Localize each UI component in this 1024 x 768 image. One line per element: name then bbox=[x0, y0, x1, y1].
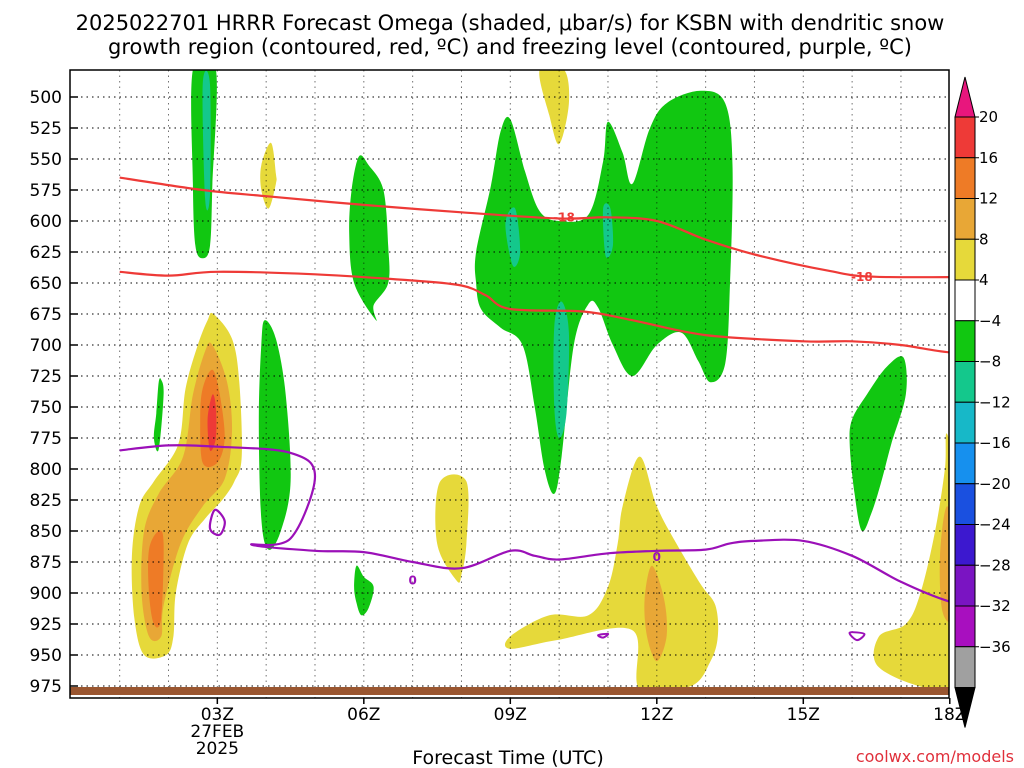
colorbar-label-1: 16 bbox=[979, 149, 998, 167]
colorbar-label-11: −28 bbox=[979, 556, 1011, 574]
omega-region-23 bbox=[207, 394, 217, 452]
freezing-level-line bbox=[119, 444, 949, 603]
colorbar-label-9: −20 bbox=[979, 475, 1011, 493]
colorbar-bin-1 bbox=[954, 116, 976, 159]
omega-region-4 bbox=[354, 565, 374, 616]
omega-region-3 bbox=[349, 155, 390, 321]
plot-frame bbox=[69, 69, 950, 699]
omega-shading bbox=[131, 70, 949, 694]
colorbar-bin-4 bbox=[954, 238, 976, 281]
x-tick-label-6: 06Z bbox=[347, 705, 380, 725]
credit-text[interactable]: coolwx.com/models bbox=[856, 747, 1014, 766]
colorbar-label-5: −4 bbox=[979, 312, 1001, 330]
colorbar-legend: 20 16 12 8 4 −4 −8 −12 −16 −20 −24 −28 −32 −36 bbox=[954, 76, 1011, 728]
x-tick-label-12: 12Z bbox=[640, 705, 673, 725]
colorbar-bin-8 bbox=[954, 401, 976, 444]
omega-region-8 bbox=[202, 70, 211, 211]
y-tick-label-825: 825 bbox=[30, 491, 62, 511]
colorbar-bin-13 bbox=[954, 605, 976, 648]
omega-region-2 bbox=[258, 320, 291, 550]
colorbar-label-2: 12 bbox=[979, 190, 998, 208]
y-tick-label-525: 525 bbox=[30, 119, 62, 139]
isotherm-label-lower: -18 bbox=[851, 270, 873, 284]
y-tick-label-600: 600 bbox=[30, 212, 62, 232]
omega-region-5 bbox=[474, 90, 733, 495]
y-tick-label-625: 625 bbox=[30, 243, 62, 263]
freezing-label-1: 0 bbox=[408, 574, 416, 588]
x-tick-label-9: 09Z bbox=[494, 705, 527, 725]
y-axis-pressure: 500 525 550 575 600 625 650 675 700 725 750 775 800 8… bbox=[30, 88, 78, 697]
freezing-level-island-1 bbox=[208, 508, 226, 537]
omega-region-1 bbox=[153, 378, 164, 452]
y-tick-label-950: 950 bbox=[30, 646, 62, 666]
y-tick-label-650: 650 bbox=[30, 274, 62, 294]
colorbar-label-12: −32 bbox=[979, 597, 1011, 615]
y-tick-label-850: 850 bbox=[30, 522, 62, 542]
y-tick-label-550: 550 bbox=[30, 150, 62, 170]
colorbar-label-4: 4 bbox=[979, 271, 989, 289]
colorbar-bin-9 bbox=[954, 442, 976, 485]
colorbar-bin-5 bbox=[954, 279, 976, 322]
colorbar-label-3: 8 bbox=[979, 230, 989, 248]
omega-region-11 bbox=[553, 301, 570, 439]
y-tick-label-900: 900 bbox=[30, 584, 62, 604]
contour-lines: -18 -18 0 0 bbox=[119, 176, 949, 642]
isotherm-label-upper: -18 bbox=[553, 210, 575, 224]
x-tick-date: 27FEB bbox=[190, 722, 244, 742]
chart-title-line2: growth region (contoured, red, ºC) and f… bbox=[108, 35, 912, 59]
omega-region-16 bbox=[504, 456, 719, 694]
colorbar-bin-3 bbox=[954, 198, 976, 240]
omega-region-12 bbox=[539, 70, 570, 145]
freezing-label-2: 0 bbox=[653, 550, 661, 564]
y-tick-label-675: 675 bbox=[30, 305, 62, 325]
colorbar-label-7: −12 bbox=[979, 393, 1011, 411]
omega-region-20 bbox=[939, 506, 949, 623]
chart-title-line1: 2025022701 HRRR Forecast Omega (shaded, … bbox=[76, 11, 945, 35]
x-tick-label-3: 03Z bbox=[201, 705, 234, 725]
y-tick-label-875: 875 bbox=[30, 553, 62, 573]
y-tick-label-700: 700 bbox=[30, 336, 62, 356]
omega-region-19 bbox=[644, 565, 668, 662]
x-tick-label-18: 18Z bbox=[933, 705, 966, 725]
omega-region-22 bbox=[148, 530, 164, 628]
omega-region-15 bbox=[435, 474, 469, 583]
isotherm-minus18-lower bbox=[119, 270, 949, 354]
colorbar-bin-7 bbox=[954, 361, 976, 403]
colorbar-label-6: −8 bbox=[979, 353, 1001, 371]
y-tick-label-575: 575 bbox=[30, 181, 62, 201]
colorbar-label-0: 20 bbox=[979, 108, 998, 126]
x-tick-label-15: 15Z bbox=[787, 705, 820, 725]
grid-lines bbox=[70, 70, 949, 698]
colorbar-bin-bottom bbox=[954, 687, 976, 728]
y-tick-label-975: 975 bbox=[30, 677, 62, 697]
colorbar-bin-2 bbox=[954, 157, 976, 199]
colorbar-bin-top bbox=[954, 76, 976, 118]
isotherm-minus18-upper bbox=[119, 176, 949, 279]
colorbar-bin-11 bbox=[954, 524, 976, 566]
x-tick-year: 2025 bbox=[196, 739, 239, 759]
colorbar-bin-10 bbox=[954, 483, 976, 525]
y-tick-label-800: 800 bbox=[30, 460, 62, 480]
omega-region-13 bbox=[260, 142, 277, 209]
y-tick-label-775: 775 bbox=[30, 429, 62, 449]
colorbar-bin-14 bbox=[954, 646, 976, 688]
ground-surface-band bbox=[70, 687, 949, 695]
x-axis-title: Forecast Time (UTC) bbox=[412, 747, 603, 768]
y-tick-label-725: 725 bbox=[30, 367, 62, 387]
omega-region-6 bbox=[849, 356, 907, 532]
colorbar-label-10: −24 bbox=[979, 516, 1011, 534]
colorbar-label-13: −36 bbox=[979, 638, 1011, 656]
omega-region-17 bbox=[873, 433, 949, 692]
y-tick-label-925: 925 bbox=[30, 615, 62, 635]
colorbar-bin-12 bbox=[954, 564, 976, 607]
y-tick-label-500: 500 bbox=[30, 88, 62, 108]
freezing-level-island-3 bbox=[848, 631, 866, 642]
freezing-level-island-2 bbox=[597, 632, 610, 639]
colorbar-bin-6 bbox=[954, 320, 976, 362]
colorbar-label-8: −16 bbox=[979, 434, 1011, 452]
y-tick-label-750: 750 bbox=[30, 398, 62, 418]
